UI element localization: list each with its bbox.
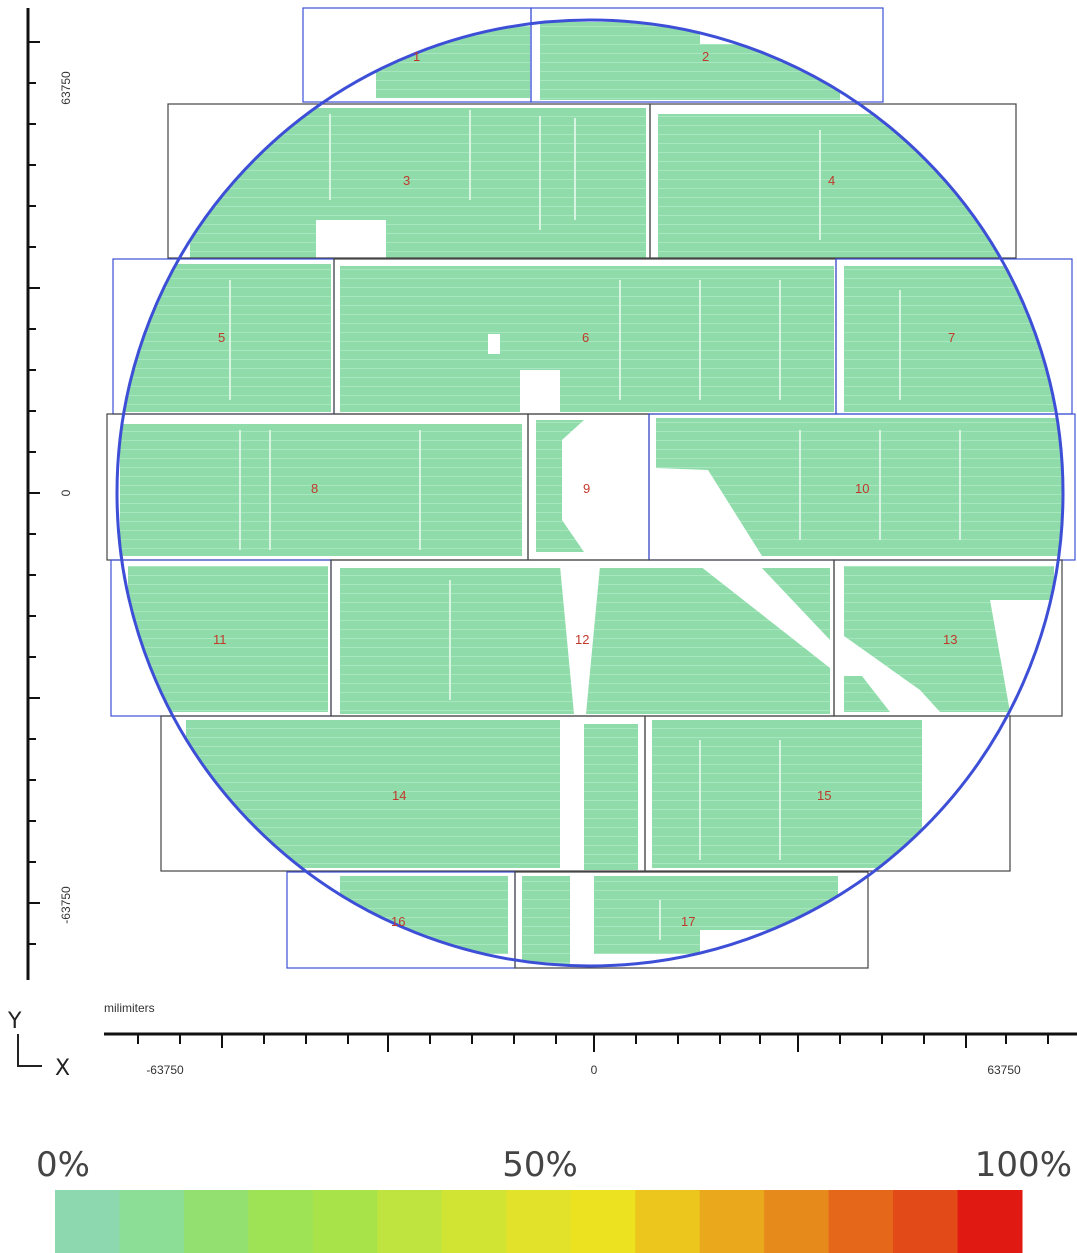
field-number-11: 11 (213, 632, 227, 647)
wafer-outline (115, 18, 1065, 968)
legend-swatch (635, 1190, 701, 1253)
legend-swatch (764, 1190, 830, 1253)
legend-swatch (377, 1190, 443, 1253)
field-number-3: 3 (403, 173, 410, 188)
field-number-1: 1 (413, 49, 420, 64)
field-15-dies (652, 720, 922, 868)
x-axis: milimiters -63750 0 63750 (104, 1001, 1077, 1077)
field-number-9: 9 (583, 481, 590, 496)
streak-accents (229, 110, 961, 940)
legend-max-label: 100% (975, 1145, 1072, 1185)
field-frames (106, 7, 1076, 969)
color-legend: 0% 50% 100% (36, 1145, 1072, 1253)
legend-swatch (183, 1190, 249, 1253)
field-number-12: 12 (575, 632, 589, 647)
field-4-dies (658, 114, 1013, 258)
field-number-7: 7 (948, 330, 955, 345)
y-tick-label: 0 (59, 489, 73, 496)
field-1-dies (376, 26, 530, 98)
field-number-6: 6 (582, 330, 589, 345)
field-12-dies (340, 566, 830, 714)
field-number-2: 2 (702, 49, 709, 64)
legend-swatch (312, 1190, 378, 1253)
field-6-dies (340, 266, 834, 414)
field-number-10: 10 (855, 481, 869, 496)
legend-swatch (957, 1190, 1023, 1253)
y-tick-label: -63750 (59, 886, 73, 924)
field-16-dies (340, 876, 570, 966)
x-tick-label: 0 (591, 1063, 598, 1077)
field-9-dies (536, 420, 620, 552)
legend-swatch (570, 1190, 636, 1253)
x-tick-label: 63750 (987, 1063, 1021, 1077)
legend-swatches (55, 1190, 1023, 1253)
units-label: milimiters (104, 1001, 155, 1015)
legend-mid-label: 50% (502, 1145, 578, 1185)
field-13-dies (844, 566, 1060, 712)
legend-swatch (55, 1190, 120, 1253)
legend-min-label: 0% (36, 1145, 90, 1185)
field-14-dies (186, 720, 638, 870)
y-tick-label: 63750 (59, 71, 73, 105)
field-numbers: 1 2 3 4 5 6 7 8 9 10 11 12 13 14 15 16 1… (213, 49, 957, 929)
field-number-15: 15 (817, 788, 831, 803)
field-3-dies (190, 108, 646, 260)
x-axis-letter: X (55, 1056, 70, 1081)
y-axis: 63750 0 -63750 (26, 8, 73, 980)
field-number-17: 17 (681, 914, 695, 929)
legend-swatch (699, 1190, 765, 1253)
field-number-5: 5 (218, 330, 225, 345)
axis-orientation-indicator: Y X (7, 1009, 70, 1081)
legend-swatch (119, 1190, 185, 1253)
legend-swatch (506, 1190, 572, 1253)
field-11-dies (128, 566, 328, 712)
legend-swatch (248, 1190, 314, 1253)
legend-swatch (441, 1190, 507, 1253)
die-coverage (120, 22, 1062, 966)
x-tick-label: -63750 (146, 1063, 184, 1077)
field-number-8: 8 (311, 481, 318, 496)
field-10-dies (656, 418, 1062, 556)
legend-swatch (893, 1190, 959, 1253)
field-2-dies (540, 22, 840, 100)
field-number-16: 16 (391, 914, 405, 929)
field-8-dies (120, 424, 522, 556)
y-axis-letter: Y (7, 1009, 22, 1034)
field-number-13: 13 (943, 632, 957, 647)
legend-swatch (828, 1190, 894, 1253)
field-5-dies (120, 264, 331, 412)
field-number-14: 14 (392, 788, 406, 803)
field-number-4: 4 (828, 173, 835, 188)
